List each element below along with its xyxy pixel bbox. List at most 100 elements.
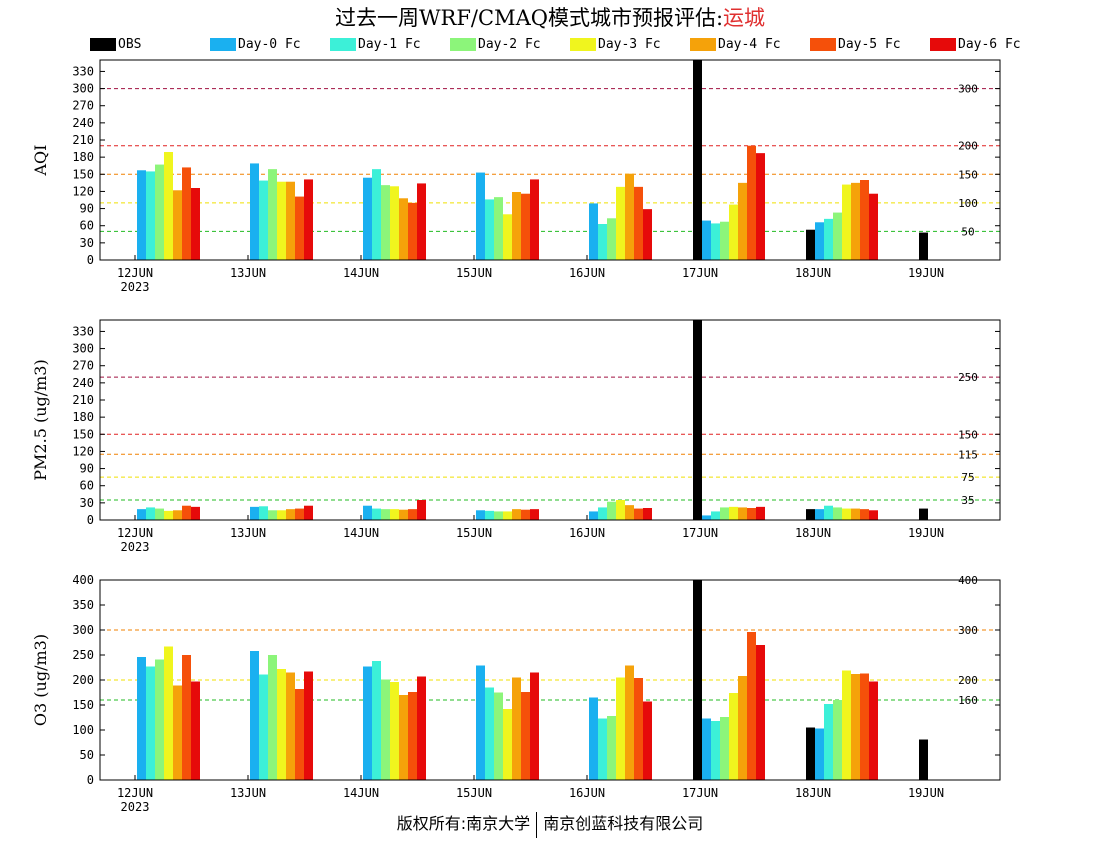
- panel2-bar: [372, 508, 381, 520]
- panel1-bar: [589, 203, 598, 260]
- panel3-bar: [304, 671, 313, 780]
- panel2-bar: [869, 510, 878, 520]
- panel2-bar: [259, 506, 268, 520]
- panel2-bar: [381, 509, 390, 520]
- panel3-x-tick-label: 14JUN: [343, 786, 379, 800]
- legend-swatch: [210, 37, 236, 51]
- panel3-y-axis-title: O3 (ug/m3): [31, 634, 50, 726]
- panel1-bar: [643, 209, 652, 260]
- panel1-bar: [693, 60, 702, 260]
- panel3-bar: [182, 655, 191, 780]
- panel3-bar: [372, 661, 381, 780]
- panel2-y-tick-label: 300: [72, 342, 94, 356]
- panel3-bar: [286, 672, 295, 780]
- panel1-x-tick-label: 12JUN: [117, 266, 153, 280]
- panel1-bar: [738, 182, 747, 260]
- panel3-y-tick-label: 350: [72, 598, 94, 612]
- panel3-bar: [919, 739, 928, 780]
- panel3-bar: [589, 697, 598, 780]
- panel3-bar: [512, 677, 521, 780]
- panel2-bar: [919, 508, 928, 520]
- panel1-y-tick-label: 150: [72, 167, 94, 181]
- panel2-bar: [756, 506, 765, 520]
- panel2-bar: [137, 509, 146, 520]
- panel2-x-tick-label: 17JUN: [682, 526, 718, 540]
- panel2-y-tick-label: 30: [80, 496, 94, 510]
- panel1-bar: [598, 224, 607, 260]
- panel2-y-tick-label: 120: [72, 444, 94, 458]
- panel3-bar: [607, 716, 616, 780]
- panel1-bar: [399, 198, 408, 260]
- panel1-bar: [756, 153, 765, 260]
- panel2-x-tick-label: 13JUN: [230, 526, 266, 540]
- panel2-y-axis-title: PM2.5 (ug/m3): [31, 359, 50, 480]
- panel3-bar: [417, 676, 426, 780]
- panel2-bar: [747, 508, 756, 520]
- panel1-x-tick-label: 15JUN: [456, 266, 492, 280]
- panel3-bar: [363, 666, 372, 780]
- legend-label: Day-1 Fc: [358, 36, 421, 52]
- panel2-bar: [860, 509, 869, 520]
- panel3-bar: [634, 678, 643, 780]
- panel2-y-tick-label: 60: [80, 479, 94, 493]
- panel3-x-tick-label: 12JUN: [117, 786, 153, 800]
- panel2-threshold-label: 75: [961, 471, 974, 484]
- legend: OBS Day-0 Fc Day-1 Fc Day-2 Fc Day-3 Fc Day-4…: [0, 36, 1100, 54]
- panel2-bar: [390, 509, 399, 520]
- legend-label: Day-3 Fc: [598, 36, 661, 52]
- panel1-y-tick-label: 120: [72, 184, 94, 198]
- panel2-bar: [530, 509, 539, 520]
- panel3-bar: [503, 709, 512, 780]
- panel2-x-tick-label: 12JUN: [117, 526, 153, 540]
- panel1-bar: [259, 180, 268, 260]
- panel1-bar: [268, 169, 277, 260]
- panel3-x-tick-label: 15JUN: [456, 786, 492, 800]
- legend-label: Day-5 Fc: [838, 36, 901, 52]
- panel2-bar: [304, 505, 313, 520]
- panel2-bar: [702, 515, 711, 520]
- panel1-bar: [485, 199, 494, 260]
- panel1-bar: [842, 184, 851, 260]
- footer-right: 南京创蓝科技有限公司: [543, 814, 704, 833]
- panel1-bar: [173, 190, 182, 260]
- panel3-bar: [277, 669, 286, 780]
- panel1-bar: [521, 193, 530, 260]
- panel2-bar: [711, 511, 720, 520]
- panel1-bar: [851, 182, 860, 260]
- panel1-bar: [417, 183, 426, 260]
- panel2-threshold-label: 115: [958, 448, 978, 461]
- panel2-bar: [625, 505, 634, 520]
- panel1-x-tick-label: 16JUN: [569, 266, 605, 280]
- panel1-y-tick-label: 0: [87, 253, 94, 267]
- panel3-bar: [191, 681, 200, 780]
- legend-swatch: [450, 37, 476, 51]
- panel2-y-tick-label: 180: [72, 410, 94, 424]
- panel2-y-tick-label: 270: [72, 359, 94, 373]
- title-main: 过去一周WRF/CMAQ模式城市预报评估:: [334, 6, 724, 30]
- legend-swatch: [810, 37, 836, 51]
- panel2-y-tick-label: 0: [87, 513, 94, 527]
- panel1-bar: [530, 179, 539, 260]
- panel1-bar: [390, 186, 399, 260]
- panel2-bar: [616, 500, 625, 520]
- panel2-x-year-label: 2023: [121, 540, 150, 554]
- panel2-bar: [250, 506, 259, 520]
- panel2-bar: [634, 508, 643, 520]
- panel3-bar: [146, 666, 155, 780]
- panel1-threshold-label: 100: [958, 197, 978, 210]
- panel3-bar: [625, 665, 634, 780]
- legend-swatch: [690, 37, 716, 51]
- panel1-threshold-label: 150: [958, 168, 978, 181]
- panel3-bar: [729, 693, 738, 780]
- panel3-bar: [268, 655, 277, 780]
- panel3-bar: [173, 685, 182, 780]
- panel2-bar: [824, 505, 833, 520]
- panel3-bar: [598, 718, 607, 780]
- panel1-bar: [363, 177, 372, 260]
- panel1-x-year-label: 2023: [121, 280, 150, 294]
- panel3-y-tick-label: 50: [80, 748, 94, 762]
- panel1-bar: [512, 192, 521, 260]
- panel3-x-year-label: 2023: [121, 800, 150, 814]
- panel1-bar: [824, 218, 833, 260]
